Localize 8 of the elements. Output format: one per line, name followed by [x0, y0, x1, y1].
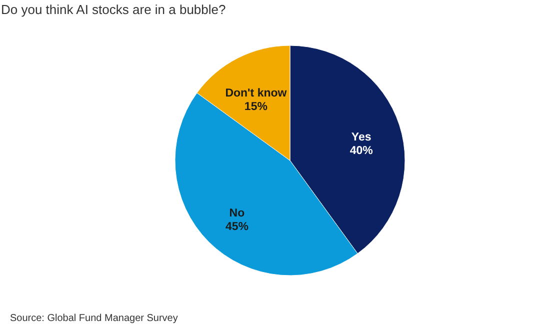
source-note: Source: Global Fund Manager Survey — [10, 313, 178, 324]
slice-label: Don't know — [225, 88, 287, 100]
chart-title: Do you think AI stocks are in a bubble? — [1, 2, 226, 17]
data-label: 40% — [350, 144, 373, 157]
data-label: 45% — [225, 221, 248, 234]
slice-label: Yes — [351, 131, 372, 144]
data-label: 15% — [244, 101, 268, 114]
slice-label: No — [229, 208, 245, 220]
